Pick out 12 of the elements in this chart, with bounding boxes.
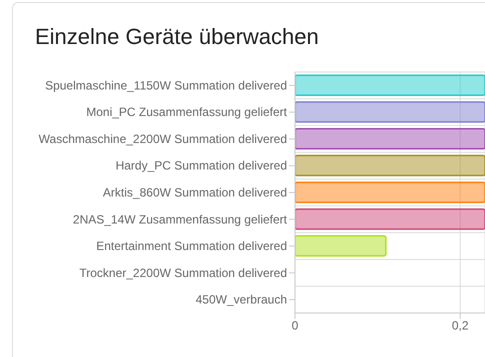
x-tick-label: 0 [292,318,299,333]
y-tick-label: 450W_verbrauch [196,292,287,307]
y-tick-label: 2NAS_14W Zusammenfassung geliefert [72,212,288,226]
y-tick-label: Waschmaschine_2200W Summation delivered [38,132,287,146]
chart-title: Einzelne Geräte überwachen [35,24,319,50]
y-tick-label: Hardy_PC Summation delivered [116,158,287,173]
x-tick-label: 0,2 [452,318,469,333]
y-tick-label: Moni_PC Zusammenfassung geliefert [86,105,288,120]
y-tick-label: Arktis_860W Summation delivered [102,186,287,200]
y-tick-label: Spuelmaschine_1150W Summation delivered [45,78,287,92]
y-tick-label: Entertainment Summation delivered [96,239,287,254]
y-tick-label: Trockner_2200W Summation delivered [79,266,287,280]
